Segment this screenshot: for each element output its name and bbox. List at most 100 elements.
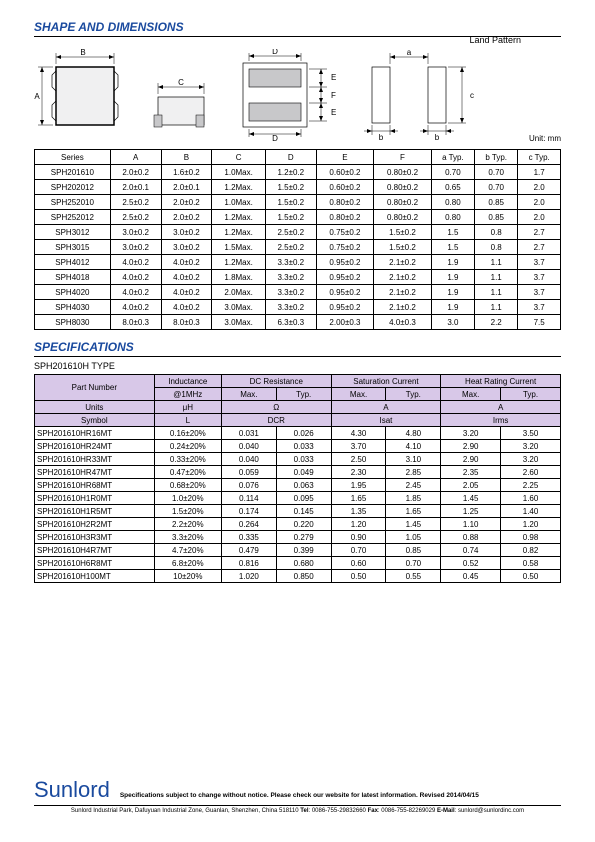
cell: 1.2Max. (212, 225, 266, 240)
section-specs-title: SPECIFICATIONS (34, 340, 561, 357)
specs-table: Part NumberInductanceDC ResistanceSatura… (34, 374, 561, 583)
cell: 4.0±0.2 (161, 285, 212, 300)
cell: 0.70 (475, 165, 518, 180)
table-row: SPH201610H6R8MT6.8±20%0.8160.6800.600.70… (35, 557, 561, 570)
spec-symbol: Isat (331, 414, 441, 427)
table-row: SPH40124.0±0.24.0±0.21.2Max.3.3±0.20.95±… (35, 255, 561, 270)
cell: SPH4018 (35, 270, 111, 285)
cell: 1.35 (331, 505, 386, 518)
cell: 2.0Max. (212, 285, 266, 300)
cell: 0.80 (431, 210, 474, 225)
diagram-land-pattern: a b b c (354, 49, 484, 141)
dim-E1: E (331, 73, 336, 82)
dimensions-table: SeriesABCDEFa Typ.b Typ.c Typ. SPH201610… (34, 149, 561, 330)
cell: 2.85 (386, 466, 441, 479)
cell: 8.0±0.3 (161, 315, 212, 330)
spec-header: Max. (441, 388, 501, 401)
dim-header: C (212, 150, 266, 165)
cell: 1.1 (475, 300, 518, 315)
cell: SPH201610HR24MT (35, 440, 155, 453)
spec-header: Heat Rating Current (441, 375, 561, 388)
cell: 0.55 (386, 570, 441, 583)
cell: 1.25 (441, 505, 501, 518)
cell: 1.5Max. (212, 240, 266, 255)
cell: 0.145 (276, 505, 331, 518)
cell: 0.60±0.2 (316, 180, 374, 195)
dim-header: E (316, 150, 374, 165)
cell: 0.75±0.2 (316, 240, 374, 255)
cell: 2.00±0.3 (316, 315, 374, 330)
cell: 0.33±20% (154, 453, 221, 466)
spec-units: A (331, 401, 441, 414)
cell: 1.20 (331, 518, 386, 531)
table-row: SPH201610HR68MT0.68±20%0.0760.0631.952.4… (35, 479, 561, 492)
cell: 6.3±0.3 (265, 315, 316, 330)
table-row: SPH40184.0±0.24.0±0.21.8Max.3.3±0.20.95±… (35, 270, 561, 285)
cell: SPH3015 (35, 240, 111, 255)
dim-b1: b (379, 133, 384, 141)
cell: 2.25 (501, 479, 561, 492)
spec-header: DC Resistance (221, 375, 331, 388)
cell: 0.279 (276, 531, 331, 544)
cell: 2.1±0.2 (374, 300, 432, 315)
cell: 2.5±0.2 (110, 210, 161, 225)
cell: 2.5±0.2 (265, 225, 316, 240)
cell: 1.5±0.2 (265, 210, 316, 225)
cell: 1.5±0.2 (265, 180, 316, 195)
cell: SPH201610H6R8MT (35, 557, 155, 570)
cell: SPH8030 (35, 315, 111, 330)
cell: 1.45 (441, 492, 501, 505)
cell: 3.7 (518, 300, 561, 315)
cell: 4.7±20% (154, 544, 221, 557)
cell: SPH252010 (35, 195, 111, 210)
cell: 0.850 (276, 570, 331, 583)
cell: 0.264 (221, 518, 276, 531)
cell: 0.80±0.2 (374, 195, 432, 210)
dim-a: a (407, 49, 412, 57)
cell: 1.0Max. (212, 195, 266, 210)
spec-symbol: Symbol (35, 414, 155, 427)
cell: 1.85 (386, 492, 441, 505)
cell: SPH202012 (35, 180, 111, 195)
table-row: SPH80308.0±0.38.0±0.33.0Max.6.3±0.32.00±… (35, 315, 561, 330)
cell: 1.020 (221, 570, 276, 583)
diagram-side-view: C (144, 49, 214, 141)
footer-note: Specifications subject to change without… (120, 792, 479, 799)
cell: 1.10 (441, 518, 501, 531)
cell: 2.1±0.2 (374, 285, 432, 300)
cell: 2.1±0.2 (374, 270, 432, 285)
cell: 3.20 (441, 427, 501, 440)
spec-units: A (441, 401, 561, 414)
spec-header: Saturation Current (331, 375, 441, 388)
dim-D-top: D (272, 49, 278, 56)
cell: 1.65 (331, 492, 386, 505)
cell: 2.35 (441, 466, 501, 479)
cell: 1.8Max. (212, 270, 266, 285)
cell: 0.50 (501, 570, 561, 583)
cell: 1.6±0.2 (161, 165, 212, 180)
dim-header: c Typ. (518, 150, 561, 165)
cell: 1.65 (386, 505, 441, 518)
cell: SPH4020 (35, 285, 111, 300)
spec-subtitle: SPH201610H TYPE (34, 361, 561, 371)
cell: 3.3±0.2 (265, 255, 316, 270)
cell: 4.0±0.2 (161, 270, 212, 285)
cell: 0.82 (501, 544, 561, 557)
cell: 4.0±0.2 (110, 300, 161, 315)
cell: 0.816 (221, 557, 276, 570)
cell: 0.80 (431, 195, 474, 210)
table-row: SPH201610HR33MT0.33±20%0.0400.0332.503.1… (35, 453, 561, 466)
cell: 0.80±0.2 (374, 210, 432, 225)
cell: 6.8±20% (154, 557, 221, 570)
table-row: SPH201610HR16MT0.16±20%0.0310.0264.304.8… (35, 427, 561, 440)
cell: SPH3012 (35, 225, 111, 240)
cell: 3.10 (386, 453, 441, 466)
cell: 2.60 (501, 466, 561, 479)
cell: 1.1 (475, 270, 518, 285)
dim-header: b Typ. (475, 150, 518, 165)
cell: 2.0±0.2 (110, 165, 161, 180)
spec-header: Part Number (35, 375, 155, 401)
cell: 2.45 (386, 479, 441, 492)
cell: SPH201610HR68MT (35, 479, 155, 492)
dim-A: A (34, 92, 40, 101)
